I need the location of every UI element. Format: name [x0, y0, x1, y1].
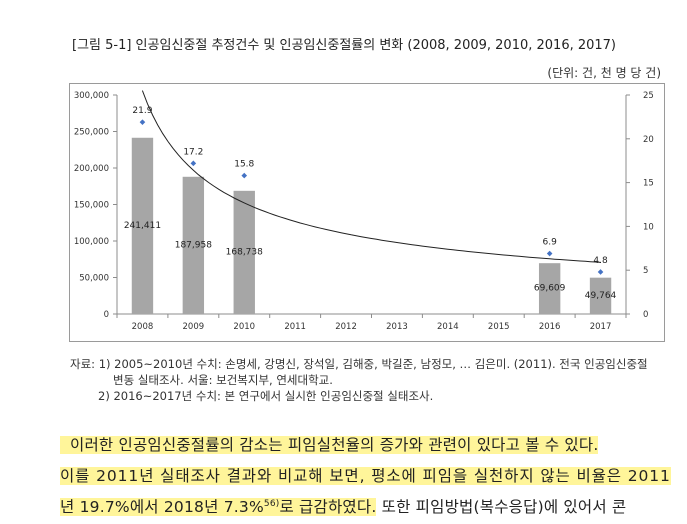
right-axis-tick-label: 5	[643, 266, 648, 276]
bar	[131, 137, 154, 314]
note-line-2: 변동 실태조사. 서울: 보건복지부, 연세대학교.	[113, 373, 333, 387]
body-text: 이러한 인공임신중절률의 감소는 피임실천율의 증가와 관련이 있다고 볼 수 …	[60, 430, 672, 523]
bar-value-label: 49,764	[585, 291, 617, 301]
left-axis-tick-label: 300,000	[74, 91, 109, 101]
rate-value-label: 15.8	[234, 160, 254, 170]
footnote-ref[interactable]: 56)	[263, 498, 280, 509]
left-axis-tick-label: 200,000	[74, 164, 109, 174]
rate-marker	[597, 269, 604, 275]
x-axis-tick-label: 2012	[335, 322, 357, 332]
rate-value-label: 21.9	[132, 106, 152, 116]
note-line-3: 2) 2016~2017년 수치: 본 연구에서 실시한 인공임신중절 실태조사…	[98, 389, 434, 403]
paragraph-line-3: 년 19.7%에서 2018년 7.3%56)로 급감하였다. 또한 피임방법(…	[60, 492, 672, 523]
unit-label: (단위: 건, 천 명 당 건)	[547, 66, 661, 80]
left-axis-tick-label: 150,000	[74, 201, 109, 211]
highlighted-text-end: 로 급감하였다.	[279, 498, 377, 516]
note-line-1: 자료: 1) 2005~2010년 수치: 손명세, 강명신, 장석일, 김해중…	[70, 357, 648, 371]
paragraph-text: 또한 피임방법(복수응답)에 있어서 콘	[376, 498, 627, 516]
right-axis-tick-label: 25	[643, 91, 654, 101]
chart-frame	[69, 83, 665, 342]
paragraph-line-1: 이러한 인공임신중절률의 감소는 피임실천율의 증가와 관련이 있다고 볼 수 …	[60, 430, 672, 461]
left-axis-tick-label: 100,000	[74, 237, 109, 247]
x-axis-tick-label: 2009	[183, 322, 205, 332]
x-axis-tick-label: 2017	[590, 322, 612, 332]
x-axis-tick-label: 2010	[233, 322, 255, 332]
paragraph-line-2: 이를 2011년 실태조사 결과와 비교해 보면, 평소에 피임을 실천하지 않…	[60, 461, 672, 492]
rate-marker	[546, 250, 553, 257]
left-axis-tick-label: 50,000	[79, 274, 109, 284]
rate-marker	[139, 119, 146, 125]
trend-line	[141, 90, 601, 263]
rate-value-label: 6.9	[542, 238, 557, 248]
x-axis-tick-label: 2013	[386, 322, 408, 332]
right-axis-tick-label: 20	[643, 135, 654, 145]
rate-marker	[241, 172, 248, 179]
x-axis-tick-label: 2014	[437, 322, 459, 332]
bar	[538, 263, 561, 314]
x-axis-tick-label: 2008	[132, 322, 154, 332]
highlighted-text: 이를 2011년 실태조사 결과와 비교해 보면, 평소에 피임을 실천하지 않…	[60, 467, 671, 485]
right-axis-tick-label: 0	[643, 310, 648, 320]
x-axis-tick-label: 2015	[488, 322, 510, 332]
highlighted-text: 이러한 인공임신중절률의 감소는 피임실천율의 증가와 관련이 있다고 볼 수 …	[60, 436, 599, 454]
rate-value-label: 4.8	[593, 256, 608, 266]
figure-title: [그림 5-1] 인공임신중절 추정건수 및 인공임신중절률의 변화 (2008…	[72, 38, 617, 53]
chart: 0 50,000 100,000 150,000 200,000 250,000 300,0…	[74, 90, 654, 332]
bar-value-label: 187,958	[175, 240, 212, 250]
bar	[589, 277, 612, 314]
right-axis-tick-label: 15	[643, 179, 654, 189]
right-axis-tick-label: 10	[643, 222, 654, 232]
bar-value-label: 168,738	[226, 247, 263, 257]
highlighted-text: 년 19.7%에서 2018년 7.3%56)로 급감하였다.	[60, 498, 377, 516]
source-notes: 자료: 1) 2005~2010년 수치: 손명세, 강명신, 장석일, 김해중…	[70, 356, 648, 404]
bar	[233, 190, 255, 314]
left-axis-tick-label: 250,000	[74, 128, 109, 138]
bar-value-label: 241,411	[124, 221, 161, 231]
rate-value-label: 17.2	[183, 147, 203, 157]
rate-marker	[190, 160, 197, 167]
x-axis-tick-label: 2016	[539, 322, 561, 332]
bar-value-label: 69,609	[534, 284, 566, 294]
x-axis-tick-label: 2011	[284, 322, 306, 332]
bar	[182, 176, 205, 314]
left-axis-tick-label: 0	[104, 310, 109, 320]
highlighted-text-part: 년 19.7%에서 2018년 7.3%	[60, 498, 264, 516]
